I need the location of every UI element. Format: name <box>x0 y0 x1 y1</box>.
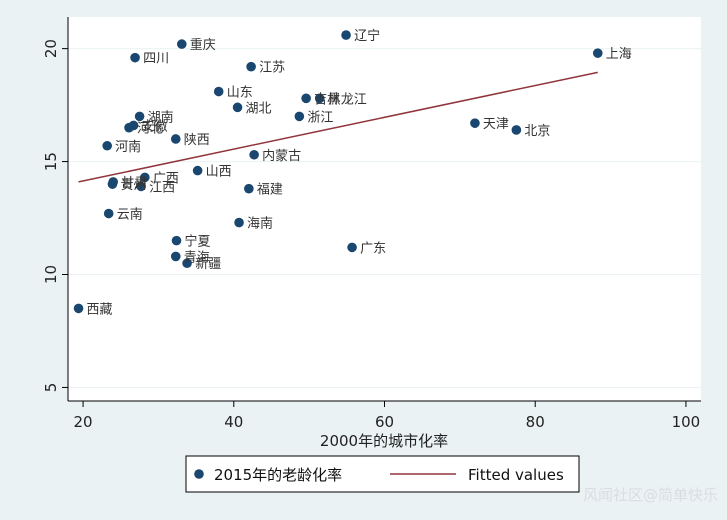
data-point <box>170 134 181 144</box>
data-point-label: 上海 <box>606 47 632 62</box>
legend-label-line: Fitted values <box>468 466 564 484</box>
data-point <box>103 208 114 219</box>
x-tick-label: 80 <box>526 413 545 431</box>
data-point <box>232 102 243 113</box>
data-point-label: 辽宁 <box>354 28 380 44</box>
legend-label-points: 2015年的老龄化率 <box>214 466 342 484</box>
data-point-label: 湖南 <box>148 109 174 125</box>
data-point <box>213 86 224 97</box>
data-point <box>341 30 351 40</box>
data-point-label: 天津 <box>483 117 509 132</box>
data-point-label: 河南 <box>115 139 141 155</box>
y-tick-label: 15 <box>42 152 60 171</box>
data-point-label: 西藏 <box>87 302 113 317</box>
data-point <box>234 217 244 228</box>
data-point-label: 广西 <box>153 171 179 186</box>
data-point <box>249 149 259 160</box>
data-point <box>128 120 139 131</box>
data-point <box>102 140 112 151</box>
scatter-points <box>73 30 603 314</box>
axis-ticks: 5 10 15 20 20 40 60 80 100 <box>42 39 700 431</box>
data-point-label: 四川 <box>143 52 169 67</box>
data-point-label: 江苏 <box>259 60 285 76</box>
data-point-label: 云南 <box>117 207 143 223</box>
data-point <box>511 125 522 135</box>
y-tick-label: 20 <box>42 39 60 58</box>
watermark: 风闻社区@简单快乐 <box>583 486 718 504</box>
data-point-label: 湖北 <box>246 101 272 116</box>
data-point <box>182 258 192 269</box>
y-tick-label: 10 <box>42 265 60 284</box>
data-point-label: 宁夏 <box>185 234 211 250</box>
data-point-label: 海南 <box>247 216 273 232</box>
x-tick-label: 20 <box>74 413 93 431</box>
data-point <box>244 183 254 194</box>
data-point <box>592 48 603 58</box>
legend: 2015年的老龄化率 Fitted values <box>185 455 580 493</box>
fitted-line-layer <box>78 71 598 183</box>
data-point-label: 北京 <box>524 124 550 139</box>
data-point <box>171 235 182 246</box>
data-point-label: 山东 <box>227 86 253 101</box>
data-point <box>470 118 480 128</box>
data-point <box>176 39 187 49</box>
data-point <box>246 61 256 72</box>
x-tick-label: 40 <box>224 413 243 431</box>
data-point-label: 吉林 <box>314 92 340 107</box>
x-tick-label: 100 <box>672 413 701 431</box>
data-point-label: 山西 <box>206 165 232 180</box>
data-point-label: 陕西 <box>184 133 210 148</box>
data-point-label: 安徽 <box>142 119 168 134</box>
data-point-label: 重庆 <box>190 37 216 53</box>
data-point-label: 甘肃 <box>121 176 147 191</box>
data-point-label: 内蒙古 <box>262 148 301 164</box>
data-point <box>301 93 311 104</box>
data-point-label: 江西 <box>149 180 175 195</box>
data-point <box>314 93 325 104</box>
data-point-label: 福建 <box>257 183 283 198</box>
plot-area <box>68 17 701 401</box>
data-point-label: 青海 <box>184 250 210 265</box>
data-point-label: 浙江 <box>307 110 333 125</box>
data-point <box>134 111 145 122</box>
data-point <box>136 181 146 192</box>
data-point-label: 广东 <box>360 241 386 256</box>
y-tick-label: 5 <box>42 383 60 393</box>
data-point <box>170 251 181 262</box>
fitted-values-line <box>78 71 598 183</box>
legend-marker-points <box>194 469 204 479</box>
data-point <box>347 242 357 253</box>
x-axis-title: 2000年的城市化率 <box>320 432 448 450</box>
data-point <box>107 179 118 189</box>
data-point <box>140 172 150 183</box>
data-point <box>192 165 203 176</box>
data-point-label: 河北 <box>137 122 163 137</box>
data-point <box>73 303 84 314</box>
x-tick-label: 60 <box>375 413 394 431</box>
data-point-label: 贵州 <box>120 178 146 193</box>
data-point <box>294 111 305 122</box>
data-point-label: 新疆 <box>195 256 221 272</box>
data-point <box>130 52 140 63</box>
data-point-label: 黑龙江 <box>328 92 367 107</box>
legend-box <box>185 455 580 493</box>
